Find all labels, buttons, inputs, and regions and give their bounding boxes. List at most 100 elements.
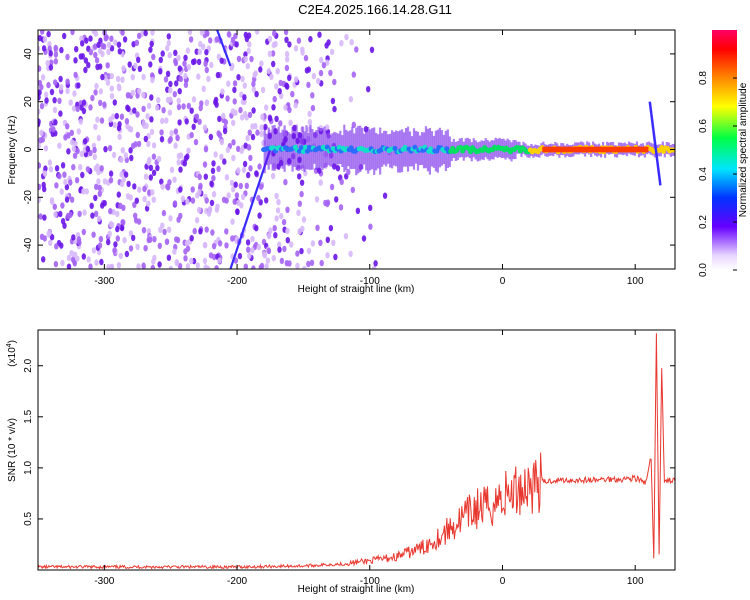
spectrogram-cell [38,65,42,72]
spectrogram-cell [117,48,123,55]
spectrogram-cell [236,145,241,153]
spectrogram-cell [149,128,155,136]
spectrogram-cell [297,200,302,207]
spectrogram-cell [136,32,142,40]
spectrogram-cell [178,212,183,220]
spectrogram-cell [321,61,327,69]
spectrogram-cell [76,128,82,135]
spectrogram-cell [96,178,101,185]
spectrogram-cell [247,129,252,136]
spectrogram-cell [248,165,253,172]
spectrogram-cell [80,171,85,179]
spectrogram-cell [284,50,290,58]
spectrogram-cell [278,120,283,127]
spectrogram-cell [135,243,140,250]
spectrogram-cell [294,76,299,83]
spectrogram-cell [112,99,118,106]
spectrogram-cell [77,210,82,218]
spectrogram-cell [301,216,307,223]
spectrogram-cell [46,81,51,89]
spectrogram-cell [234,41,239,48]
spectrogram-cell [106,41,112,49]
spectrogram-cell [65,123,70,130]
y-tick-label: 40 [23,48,34,60]
spectrogram-cell [166,33,171,40]
spectrogram-cell [318,69,324,77]
spectrogram-cell [194,48,199,55]
spectrogram-cell [78,53,84,60]
spectrogram-cell [98,99,103,107]
spectrogram-cell [52,203,57,210]
spectrogram-cell [161,209,167,217]
snr-scale-exp: 4 [6,343,13,347]
spectrogram-cell [166,39,171,47]
spectrogram-cell [72,90,77,97]
spectrogram-cell [119,156,124,163]
spectrogram-cell [173,142,178,149]
spectrogram-cell [249,55,254,63]
spectrogram-cell [95,163,100,170]
spectrogram-cell [38,94,41,101]
spectrogram-cell [180,195,186,202]
spectrogram-cell [38,196,41,203]
spectrogram-cell [149,94,154,101]
spectrogram-cell [307,110,312,118]
spectrogram-cell [93,51,98,59]
spectrogram-cell [237,252,243,260]
spectrogram-cell [62,171,67,178]
x-tick-label: -300 [94,576,114,587]
spectrogram-cell [196,73,201,80]
spectrogram-cell [251,265,256,269]
spectrogram-cell [193,138,199,146]
spectrogram-cell [216,53,221,60]
spectrogram-cell [198,40,203,48]
spectrogram-cell [254,30,260,35]
spectrogram-cell [151,153,157,160]
snr-xlabel: Height of straight line (km) [298,584,415,595]
spectrogram-cell [174,259,179,266]
spectrogram-cell [125,122,130,130]
spectrogram-band-core [458,144,464,150]
spectrogram-cell [42,36,48,43]
spectrogram-cell [59,46,64,54]
spectrogram-cell [309,259,315,266]
spectrogram-cell [194,217,200,224]
spectrogram-cell [106,263,111,269]
spectrogram-cell [137,186,142,193]
spectrogram-cell [203,146,209,153]
spectrogram-cell [241,166,247,174]
spectrogram-cell [197,173,202,181]
spectrogram-cell [185,198,190,205]
spectrogram-cell [155,104,160,111]
spectrogram-cell [190,197,196,204]
spectrogram-cell [93,194,98,202]
spectrogram-cell [134,197,139,204]
spectrogram-cell [270,50,276,57]
spectrogram-cell [306,66,311,73]
spectrogram-cell [84,37,89,44]
spectrogram-cell [146,102,152,110]
spectrogram-cell [330,97,336,105]
spectrogram-cell [203,60,208,67]
spectrogram-cell [109,72,115,80]
spectrogram-cell [183,255,188,262]
spectrogram-cell [120,76,125,83]
spectrogram-cell [204,66,209,74]
spectrogram-cell [102,101,107,108]
spectrogram-cell [159,129,164,136]
spectrogram-cell [225,95,230,102]
spectrogram-cell [42,214,47,221]
spectrogram-cell [318,239,323,246]
spectrogram-cell [76,82,81,89]
spectrogram-cell [117,121,122,128]
spectrogram-cell [127,61,132,68]
spectrogram-cell [167,109,173,116]
spectrogram-cell [182,160,187,167]
spectrogram-cell [254,90,259,98]
x-tick-label: 0 [500,576,506,587]
spectrogram-cell [203,264,208,269]
spectrogram-cell [97,184,102,191]
spectrogram-cell [299,190,304,198]
spectrogram-cell [332,105,337,113]
spectrogram-cell [264,263,269,269]
